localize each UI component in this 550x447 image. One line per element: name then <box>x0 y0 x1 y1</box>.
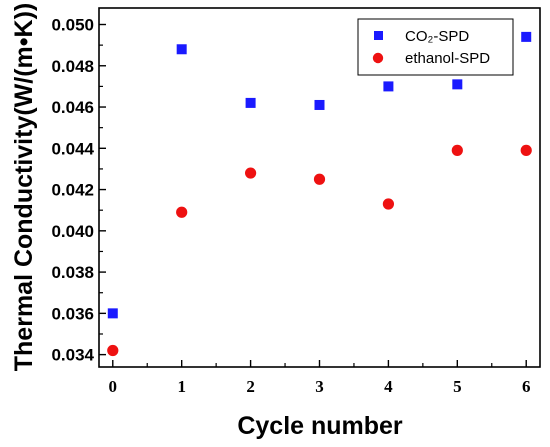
y-tick-label: 0.048 <box>51 57 94 76</box>
ethanol-spd-point <box>244 167 257 179</box>
y-tick-label: 0.034 <box>51 346 94 365</box>
ticks-layer: 0.034 0.036 0.038 0.040 0.042 0.044 0.046 0.048… <box>51 16 530 396</box>
ethanol-spd-point <box>451 144 463 156</box>
co2-spd-point <box>521 31 532 42</box>
co2-spd-point <box>107 308 118 319</box>
y-tick-label: 0.044 <box>51 139 94 158</box>
plot-frame <box>98 7 541 368</box>
legend-label-ethanol-spd: ethanol-SPD <box>405 50 490 67</box>
y-tick-label: 0.038 <box>51 263 94 282</box>
y-tick-label: 0.036 <box>51 304 94 323</box>
x-tick-label: 0 <box>109 377 118 396</box>
legend-box <box>357 18 514 76</box>
x-tick-label: 3 <box>315 377 324 396</box>
legend-marker-co2-spd <box>374 31 383 40</box>
y-tick-label: 0.042 <box>51 181 94 200</box>
y-tick-label: 0.040 <box>51 222 94 241</box>
co2-spd-point <box>245 97 256 108</box>
x-axis-title: Cycle number <box>237 412 403 440</box>
x-tick-label: 1 <box>177 377 186 396</box>
legend: CO₂-SPD ethanol-SPD <box>357 18 514 76</box>
marks-layer <box>107 31 532 357</box>
co2-spd-point <box>176 44 187 55</box>
legend-label-co2-spd: CO₂-SPD <box>405 28 469 45</box>
y-tick-label: 0.050 <box>51 16 94 35</box>
co2-spd-point <box>452 79 463 90</box>
ethanol-spd-point <box>107 344 119 357</box>
x-tick-label: 6 <box>522 377 531 396</box>
y-tick-label: 0.046 <box>51 98 94 117</box>
x-tick-label: 5 <box>453 377 462 396</box>
legend-marker-ethanol-spd <box>372 52 384 64</box>
y-axis-title: Thermal Conductivity(W/(m•K)) <box>10 3 38 371</box>
x-tick-label: 2 <box>246 377 255 396</box>
ethanol-spd-point <box>313 173 326 185</box>
ethanol-spd-point <box>520 144 532 156</box>
co2-spd-point <box>383 81 394 92</box>
x-tick-label: 4 <box>384 377 393 396</box>
co2-spd-point <box>314 99 325 110</box>
ethanol-spd-point <box>176 206 188 218</box>
ethanol-spd-point <box>382 198 395 210</box>
